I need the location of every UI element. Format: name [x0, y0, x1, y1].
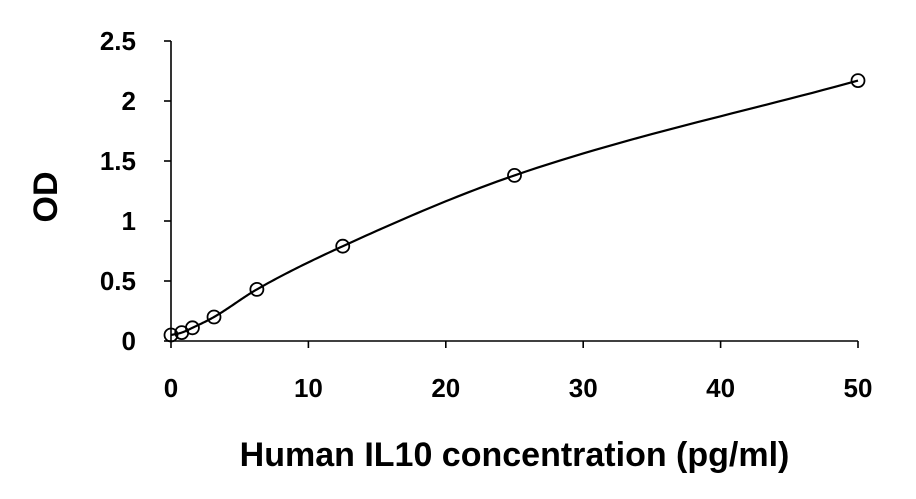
y-tick-label: 1.5	[100, 146, 136, 176]
x-axis-title: Human IL10 concentration (pg/ml)	[240, 436, 790, 474]
data-point	[163, 327, 179, 343]
data-point	[850, 73, 866, 88]
data-point	[249, 281, 265, 297]
axes	[170, 41, 858, 342]
y-tick-label: 0	[122, 326, 136, 356]
fit-curve-layer	[170, 79, 859, 337]
x-tick-label: 30	[569, 373, 598, 403]
x-tick-label: 20	[431, 373, 460, 403]
data-point	[507, 167, 522, 183]
y-tick-label: 0.5	[100, 266, 136, 296]
data-point	[206, 309, 222, 325]
y-tick-label: 2.5	[100, 26, 136, 56]
x-tick-label: 40	[706, 373, 735, 403]
y-tick-label: 1	[122, 206, 136, 236]
data-point	[335, 238, 351, 254]
x-tick-label: 10	[294, 373, 323, 403]
data-point	[185, 320, 200, 336]
y-axis-title: OD	[27, 172, 65, 223]
data-points	[163, 73, 866, 343]
axis-ticks: 0 0.5 1 1.5 2 2.5 0 10 20 30 40 50	[100, 26, 873, 403]
x-tick-label: 0	[164, 373, 178, 403]
y-tick-label: 2	[122, 86, 136, 116]
fit-curve-line	[170, 79, 859, 337]
x-tick-label: 50	[844, 373, 873, 403]
